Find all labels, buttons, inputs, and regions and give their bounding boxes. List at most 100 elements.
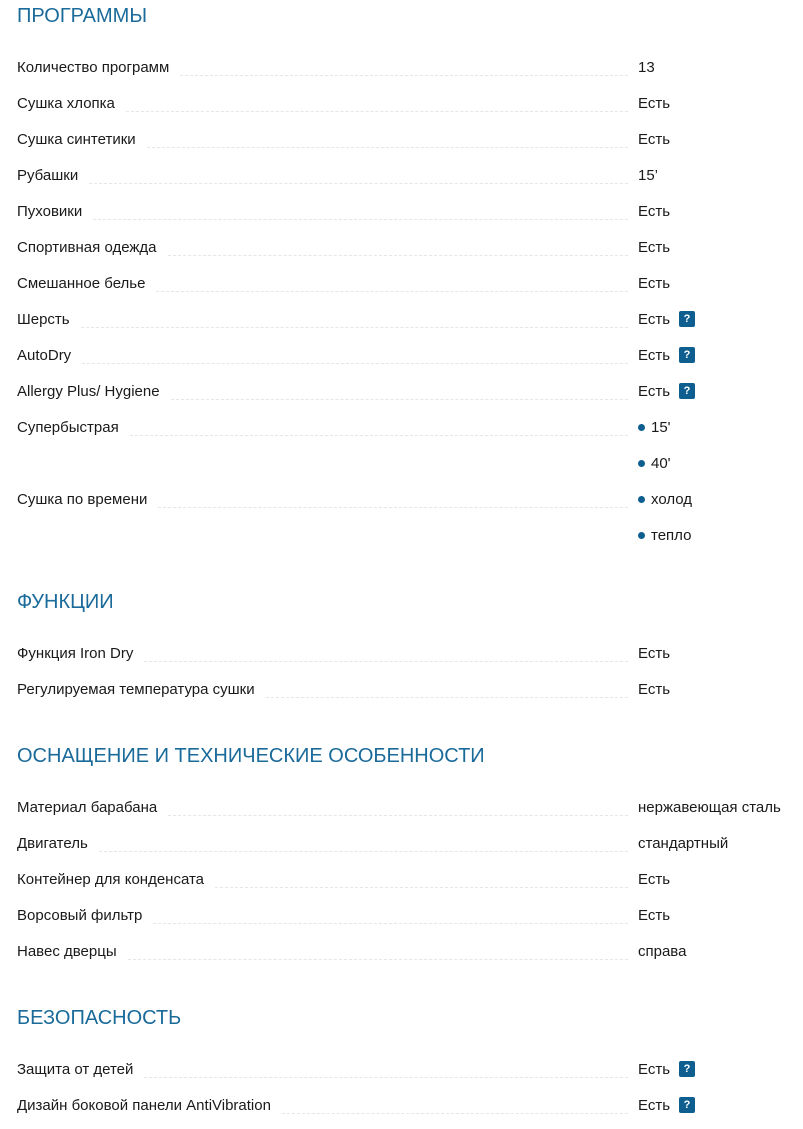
dotted-leader xyxy=(129,434,628,436)
spec-label-cell: Спортивная одежда xyxy=(17,239,628,256)
spec-label-cell: Allergy Plus/ Hygiene xyxy=(17,383,628,400)
spec-value-cell: нержавеющая сталь xyxy=(628,799,781,816)
dotted-leader xyxy=(153,922,628,924)
spec-value-cell: Есть? xyxy=(628,383,696,400)
spec-label: Навес дверцы xyxy=(17,942,117,960)
spec-value-cell: тепло xyxy=(628,527,691,544)
spec-row: Шерсть Есть? xyxy=(17,301,803,337)
spec-section: ФУНКЦИИ Функция Iron Dry Есть Регулируемая … xyxy=(0,586,803,707)
spec-row: Сушка хлопка Есть xyxy=(17,85,803,121)
spec-label-cell: Сушка синтетики xyxy=(17,131,628,148)
help-icon[interactable]: ? xyxy=(679,347,696,363)
dotted-leader xyxy=(146,146,628,148)
dotted-leader xyxy=(281,1112,628,1114)
spec-label: Пуховики xyxy=(17,202,83,220)
spec-row: Функция Iron Dry Есть xyxy=(17,635,803,671)
spec-value-cell: Есть? xyxy=(628,1061,696,1078)
bullet-icon xyxy=(638,495,645,503)
spec-value: Есть xyxy=(638,906,671,924)
spec-label-cell: Ворсовый фильтр xyxy=(17,907,628,924)
spec-label-cell: Функция Iron Dry xyxy=(17,645,628,662)
section-title: ФУНКЦИИ xyxy=(17,591,114,613)
spec-label: Спортивная одежда xyxy=(17,238,157,256)
help-icon[interactable]: ? xyxy=(679,311,696,327)
spec-label-cell: Защита от детей xyxy=(17,1061,628,1078)
spec-row: Регулируемая температура сушки Есть xyxy=(17,671,803,707)
spec-value: Есть xyxy=(638,644,671,662)
spec-label: Количество программ xyxy=(17,58,170,76)
spec-label: Сушка синтетики xyxy=(17,130,136,148)
dotted-leader xyxy=(215,886,628,888)
spec-row: Allergy Plus/ Hygiene Есть? xyxy=(17,373,803,409)
spec-label: Allergy Plus/ Hygiene xyxy=(17,382,160,400)
spec-value: 15’ xyxy=(638,166,659,184)
spec-value-cell: Есть xyxy=(628,131,670,148)
spec-value: 15' xyxy=(651,418,671,436)
spec-section: ОСНАЩЕНИЕ И ТЕХНИЧЕСКИЕ ОСОБЕННОСТИ Матер… xyxy=(0,740,803,969)
help-icon[interactable]: ? xyxy=(679,1097,696,1113)
spec-label: Ворсовый фильтр xyxy=(17,906,143,924)
spec-label: Сушка по времени xyxy=(17,490,148,508)
spec-value-cell: холод xyxy=(628,491,692,508)
spec-label-cell: Сушка по времени xyxy=(17,491,628,508)
spec-row: Пуховики Есть xyxy=(17,193,803,229)
spec-row: Защита от детей Есть? xyxy=(17,1051,803,1087)
spec-label-cell: Регулируемая температура сушки xyxy=(17,681,628,698)
bullet-icon xyxy=(638,531,645,539)
dotted-leader xyxy=(170,398,628,400)
spec-label-cell: Двигатель xyxy=(17,835,628,852)
spec-label: Защита от детей xyxy=(17,1060,134,1078)
spec-row: Смешанное белье Есть xyxy=(17,265,803,301)
spec-row: Супербыстрая 15' xyxy=(17,409,803,445)
spec-label-cell: Количество программ xyxy=(17,59,628,76)
section-title: ПРОГРАММЫ xyxy=(17,5,148,27)
spec-section: БЕЗОПАСНОСТЬ Защита от детей Есть? Дизайн б… xyxy=(0,1002,803,1123)
spec-value: Есть xyxy=(638,870,671,888)
spec-label: Материал барабана xyxy=(17,798,158,816)
spec-value-cell: 15' xyxy=(628,419,671,436)
spec-value-cell: Есть xyxy=(628,681,670,698)
spec-value-cell: справа xyxy=(628,943,686,960)
help-icon[interactable]: ? xyxy=(679,383,696,399)
spec-label: Смешанное белье xyxy=(17,274,146,292)
spec-label: Сушка хлопка xyxy=(17,94,115,112)
dotted-leader xyxy=(89,182,628,184)
dotted-leader xyxy=(98,850,628,852)
spec-value-cell: Есть? xyxy=(628,1096,696,1114)
section-title: БЕЗОПАСНОСТЬ xyxy=(17,1007,182,1029)
spec-label: Шерсть xyxy=(17,310,70,328)
spec-value-cell: 15’ xyxy=(628,167,658,184)
dotted-leader xyxy=(80,326,628,328)
spec-value: Есть xyxy=(638,238,671,256)
spec-value-cell: Есть? xyxy=(628,311,696,328)
dotted-leader xyxy=(144,1076,628,1078)
bullet-icon xyxy=(638,459,645,467)
dotted-leader xyxy=(158,506,628,508)
spec-label-cell: AutoDry xyxy=(17,347,628,364)
spec-label: Двигатель xyxy=(17,834,88,852)
spec-value: Есть xyxy=(638,274,671,292)
spec-row: Количество программ 13 xyxy=(17,49,803,85)
spec-row: Навес дверцы справа xyxy=(17,933,803,969)
help-icon[interactable]: ? xyxy=(679,1061,696,1077)
spec-label: Регулируемая температура сушки xyxy=(17,680,255,698)
spec-row: 40' xyxy=(17,445,803,481)
spec-section: ПРОГРАММЫ Количество программ 13 Сушка хлоп… xyxy=(0,0,803,553)
spec-label: Супербыстрая xyxy=(17,418,119,436)
spec-value-cell: 13 xyxy=(628,59,655,76)
spec-value-cell: Есть xyxy=(628,275,670,292)
spec-row: Сушка синтетики Есть xyxy=(17,121,803,157)
spec-value-cell: Есть xyxy=(628,645,670,662)
spec-label-cell: Пуховики xyxy=(17,203,628,220)
dotted-leader xyxy=(156,290,628,292)
spec-label: Контейнер для конденсата xyxy=(17,870,205,888)
spec-value: справа xyxy=(638,942,687,960)
spec-label: Рубашки xyxy=(17,166,79,184)
dotted-leader xyxy=(168,814,628,816)
spec-label: AutoDry xyxy=(17,346,72,364)
spec-value: Есть xyxy=(638,1096,671,1114)
spec-value: нержавеющая сталь xyxy=(638,798,781,816)
dotted-leader xyxy=(82,362,628,364)
spec-value: 13 xyxy=(638,58,655,76)
spec-value: стандартный xyxy=(638,834,729,852)
